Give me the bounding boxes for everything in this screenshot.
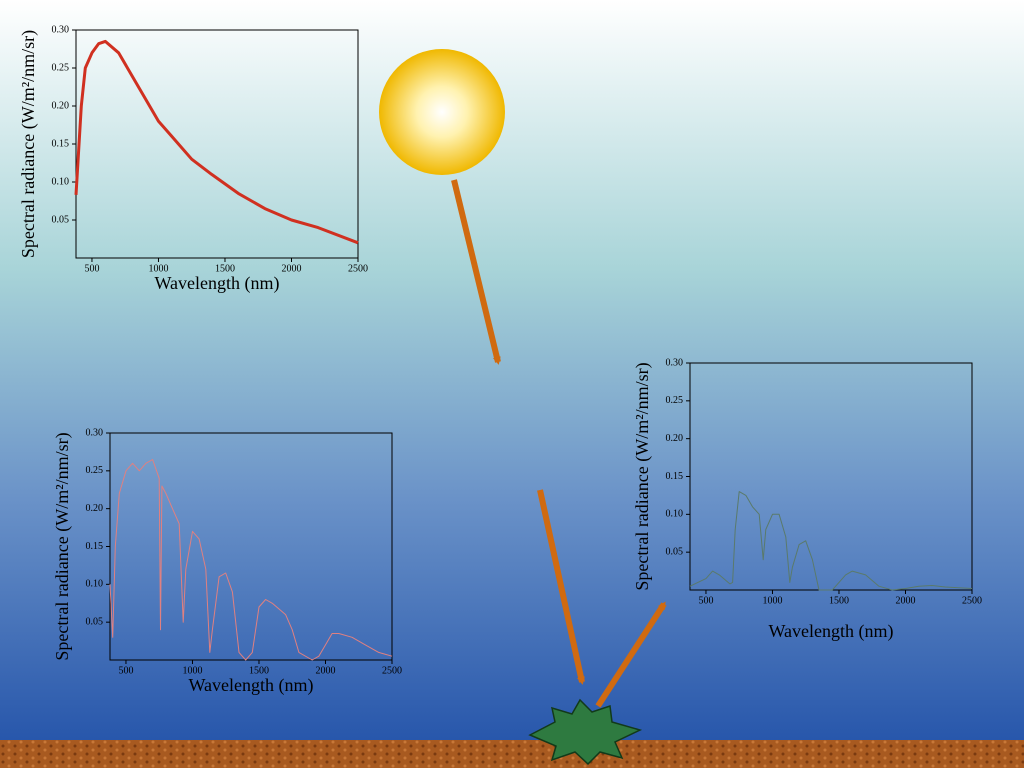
y-tick-label: 0.25 bbox=[86, 465, 104, 476]
y-tick-label: 0.20 bbox=[666, 433, 684, 444]
arrow bbox=[451, 179, 501, 365]
y-axis-title: Spectral radiance (W/m²/nm/sr) bbox=[632, 362, 653, 590]
x-tick-label: 500 bbox=[698, 595, 713, 606]
y-tick-label: 0.10 bbox=[86, 579, 104, 590]
y-tick-label: 0.20 bbox=[52, 100, 70, 111]
arrow bbox=[537, 489, 585, 685]
x-tick-label: 2500 bbox=[962, 595, 982, 606]
x-axis-title: Wavelength (nm) bbox=[188, 675, 313, 696]
y-tick-label: 0.25 bbox=[666, 395, 684, 406]
x-tick-label: 2000 bbox=[895, 595, 915, 606]
x-axis-title: Wavelength (nm) bbox=[768, 621, 893, 642]
x-tick-label: 2500 bbox=[382, 665, 402, 676]
charts: 0.05 0.10 0.15 0.20 0.25 0.30 500 1000 1500 2000 2… bbox=[18, 24, 982, 696]
x-axis-title: Wavelength (nm) bbox=[154, 273, 279, 294]
arrow bbox=[595, 601, 667, 708]
y-tick-label: 0.15 bbox=[666, 471, 684, 482]
x-tick-label: 1500 bbox=[215, 263, 235, 274]
y-tick-label: 0.05 bbox=[52, 214, 70, 225]
chart: 0.05 0.10 0.15 0.20 0.25 0.30 500 1000 1500 2000 2… bbox=[632, 357, 982, 642]
x-tick-label: 2000 bbox=[281, 263, 301, 274]
x-tick-label: 1000 bbox=[148, 263, 168, 274]
y-tick-label: 0.30 bbox=[86, 427, 104, 438]
y-tick-label: 0.10 bbox=[52, 176, 70, 187]
vegetation bbox=[528, 698, 643, 766]
x-tick-label: 500 bbox=[84, 263, 99, 274]
x-tick-label: 1500 bbox=[249, 665, 269, 676]
x-tick-label: 2500 bbox=[348, 263, 368, 274]
chart: 0.05 0.10 0.15 0.20 0.25 0.30 500 1000 1500 2000 2… bbox=[52, 427, 402, 696]
y-tick-label: 0.30 bbox=[52, 24, 70, 35]
y-tick-label: 0.10 bbox=[666, 509, 684, 520]
x-tick-label: 1500 bbox=[829, 595, 849, 606]
y-tick-label: 0.15 bbox=[86, 541, 104, 552]
line bbox=[109, 459, 393, 661]
x-tick-label: 1000 bbox=[762, 595, 782, 606]
y-tick-label: 0.05 bbox=[86, 616, 104, 627]
line bbox=[689, 491, 973, 591]
sun bbox=[379, 49, 505, 175]
y-tick-label: 0.30 bbox=[666, 357, 684, 368]
y-tick-label: 0.05 bbox=[666, 546, 684, 557]
x-tick-label: 2000 bbox=[315, 665, 335, 676]
y-tick-label: 0.25 bbox=[52, 62, 70, 73]
y-axis-title: Spectral radiance (W/m²/nm/sr) bbox=[18, 30, 39, 258]
chart: 0.05 0.10 0.15 0.20 0.25 0.30 500 1000 1500 2000 2… bbox=[18, 24, 368, 294]
y-tick-label: 0.15 bbox=[52, 138, 70, 149]
y-tick-label: 0.20 bbox=[86, 503, 104, 514]
x-tick-label: 500 bbox=[118, 665, 133, 676]
y-axis-title: Spectral radiance (W/m²/nm/sr) bbox=[52, 432, 73, 660]
x-tick-label: 1000 bbox=[182, 665, 202, 676]
ground bbox=[0, 740, 1024, 768]
line bbox=[74, 39, 359, 245]
